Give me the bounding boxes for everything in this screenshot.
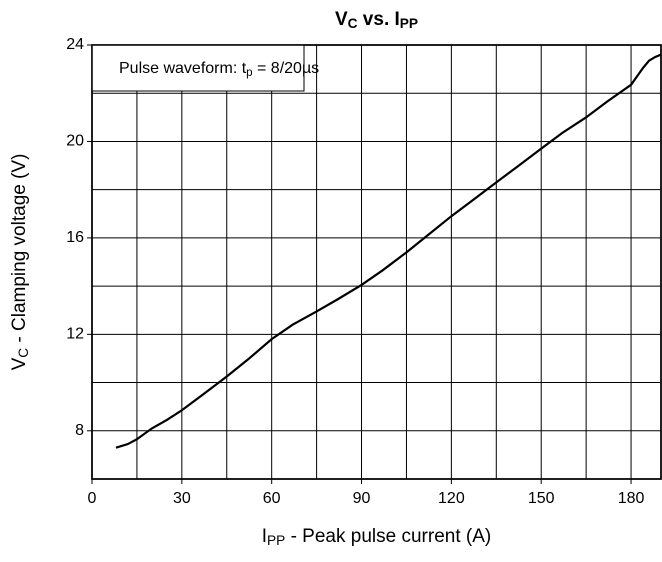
x-tick-label: 0: [88, 490, 97, 507]
x-axis-label: IPP - Peak pulse current (A): [262, 526, 491, 548]
x-tick-label: 180: [618, 490, 645, 507]
y-tick-label: 12: [66, 326, 84, 343]
y-tick-label: 8: [75, 422, 84, 439]
text-part: = 8/20µs: [253, 60, 320, 77]
x-tick-label: 150: [528, 490, 555, 507]
subscript: C: [16, 348, 31, 358]
subscript: PP: [267, 533, 285, 548]
subscript: PP: [400, 16, 418, 31]
annotation: Pulse waveform: tp = 8/20µs: [119, 60, 319, 78]
text-part: V: [335, 9, 348, 30]
y-tick-label: 16: [66, 229, 84, 246]
x-tick-label: 120: [438, 490, 465, 507]
y-tick-label: 20: [66, 133, 84, 150]
annotation-box: [91, 44, 305, 92]
text-part: Pulse waveform: t: [119, 60, 247, 77]
x-tick-label: 60: [263, 490, 281, 507]
subscript: p: [246, 67, 252, 79]
text-part: vs. I: [358, 9, 400, 30]
text-part: I: [262, 526, 267, 547]
x-tick-label: 90: [353, 490, 371, 507]
chart-title: VC vs. IPP: [335, 9, 418, 31]
text-part: V: [9, 357, 30, 370]
subscript: C: [348, 16, 358, 31]
data-line: [115, 53, 662, 449]
text-part: - Clamping voltage (V): [9, 154, 30, 348]
plot-border: [91, 44, 662, 480]
x-tick-label: 30: [173, 490, 191, 507]
y-axis-label: VC - Clamping voltage (V): [9, 154, 31, 371]
text-part: - Peak pulse current (A): [285, 526, 491, 547]
y-tick-label: 24: [66, 36, 84, 53]
